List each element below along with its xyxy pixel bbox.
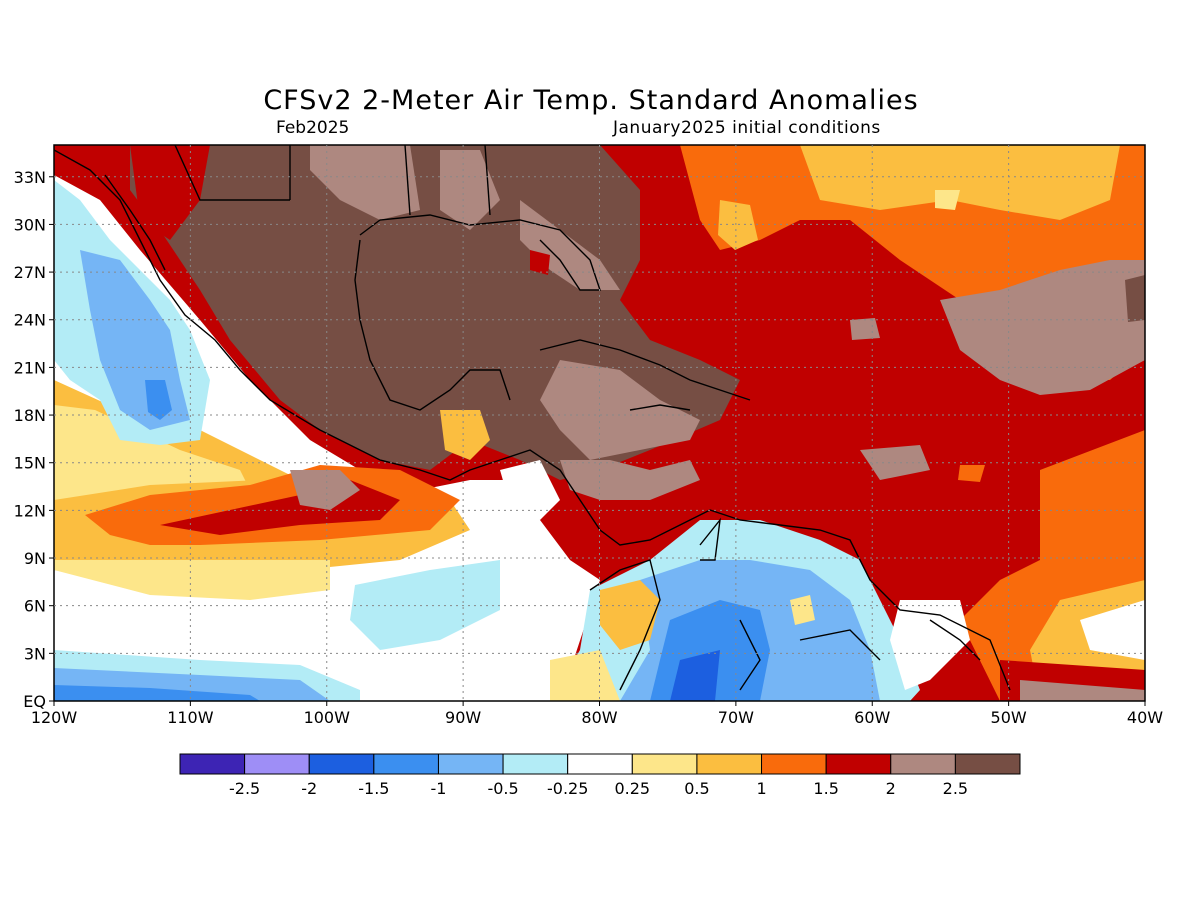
lat-tick-label: 6N <box>24 597 46 616</box>
gridlines <box>54 145 1145 701</box>
colorbar-label: -0.25 <box>547 779 588 798</box>
lon-tick-label: 110W <box>167 708 214 727</box>
colorbar-label: 0.25 <box>614 779 650 798</box>
lon-tick-label: 90W <box>445 708 481 727</box>
lat-tick-label: 18N <box>14 406 46 425</box>
lon-tick-label: 70W <box>718 708 754 727</box>
colorbar-swatch <box>244 753 310 775</box>
lat-tick-label: EQ <box>23 692 46 711</box>
colorbar-swatch <box>567 753 633 775</box>
colorbar-label: 1 <box>756 779 766 798</box>
lon-tick-label: 80W <box>581 708 617 727</box>
lon-tick-label: 40W <box>1127 708 1163 727</box>
lat-tick-label: 12N <box>14 501 46 520</box>
lat-tick-label: 15N <box>14 454 46 473</box>
colorbar-swatch <box>954 753 1021 775</box>
colorbar-swatch <box>308 753 375 775</box>
colorbar-swatch <box>631 753 698 775</box>
lat-tick-label: 33N <box>14 168 46 187</box>
colorbar-swatch <box>502 753 569 775</box>
anomaly-field <box>54 145 1145 701</box>
lat-tick-label: 3N <box>24 644 46 663</box>
colorbar-label: 1.5 <box>813 779 838 798</box>
colorbar-label: -2 <box>301 779 317 798</box>
colorbar-swatch <box>890 753 956 775</box>
colorbar-label: -0.5 <box>487 779 518 798</box>
longitude-axis: 120W 110W 100W 90W 80W 70W 60W 50W 40W <box>31 701 1163 727</box>
init-conditions-label: January2025 initial conditions <box>613 118 881 138</box>
colorbar-label: -1 <box>430 779 446 798</box>
lon-tick-label: 120W <box>31 708 78 727</box>
colorbar-label: -1.5 <box>358 779 389 798</box>
colorbar-label: 2.5 <box>943 779 968 798</box>
lat-tick-label: 21N <box>14 358 46 377</box>
colorbar-swatch <box>373 753 439 775</box>
lat-tick-label: 24N <box>14 311 46 330</box>
map-title: CFSv2 2-Meter Air Temp. Standard Anomali… <box>263 85 919 116</box>
colorbar-swatch <box>179 753 246 775</box>
colorbar-swatch <box>696 753 763 775</box>
lon-tick-label: 60W <box>854 708 890 727</box>
lat-tick-label: 9N <box>24 549 46 568</box>
colorbar-label: 0.5 <box>684 779 709 798</box>
colorbar-label: -2.5 <box>229 779 260 798</box>
lat-tick-label: 30N <box>14 215 46 234</box>
colorbar-label: 2 <box>886 779 896 798</box>
colorbar-swatch <box>761 753 827 775</box>
lon-tick-label: 50W <box>991 708 1027 727</box>
lon-tick-label: 100W <box>304 708 351 727</box>
latitude-axis: 33N 30N 27N 24N 21N 18N 15N 12N 9N 6N 3N EQ <box>14 168 54 711</box>
lat-tick-label: 27N <box>14 263 46 282</box>
colorbar-swatch <box>437 753 504 775</box>
colorbar: -2.5 -2 -1.5 -1 -0.5 -0.25 0.25 0.5 1 1.5 2 2.5 <box>179 753 1021 798</box>
valid-month-label: Feb2025 <box>276 118 350 138</box>
colorbar-swatch <box>825 753 892 775</box>
